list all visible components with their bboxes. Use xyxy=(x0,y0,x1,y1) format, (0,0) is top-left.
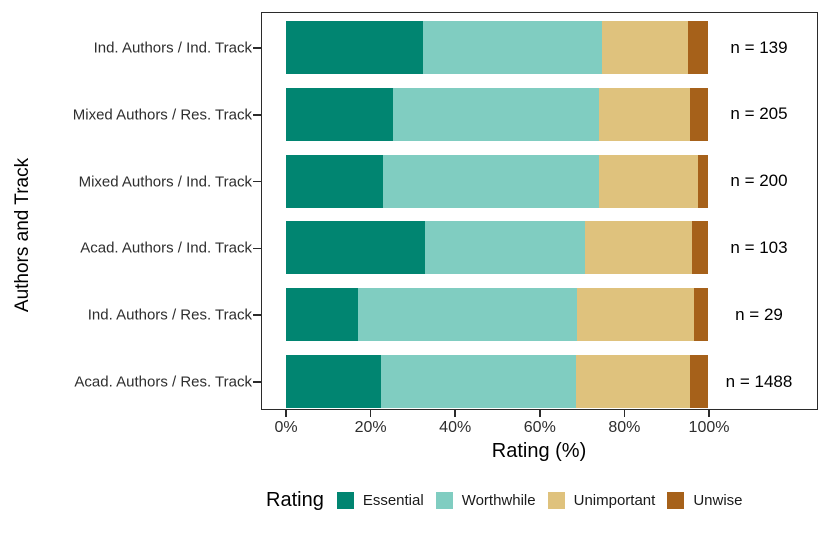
bar-segment-worthwhile xyxy=(382,154,599,208)
bar-segment-worthwhile xyxy=(425,221,586,275)
bar-segment-unwise xyxy=(697,154,709,208)
y-tick-mark xyxy=(253,47,261,49)
y-category-label: Acad. Authors / Ind. Track xyxy=(80,239,252,257)
x-tick-mark xyxy=(454,410,456,417)
x-tick-mark xyxy=(285,410,287,417)
n-count-label: n = 205 xyxy=(730,104,788,124)
bar-segment-unimportant xyxy=(598,154,698,208)
bar-segment-unimportant xyxy=(585,221,692,275)
bar-segment-unwise xyxy=(688,21,709,74)
bar-segment-essential xyxy=(285,288,359,342)
bar-segment-unwise xyxy=(690,355,709,408)
n-count-label: n = 200 xyxy=(730,171,788,191)
y-category-label: Ind. Authors / Res. Track xyxy=(87,306,252,324)
y-tick-mark xyxy=(253,314,261,316)
x-tick-mark xyxy=(708,410,710,417)
y-category-label: Mixed Authors / Res. Track xyxy=(72,106,252,124)
legend-label: Essential xyxy=(362,492,424,509)
legend-entry: Unwise xyxy=(667,492,743,509)
x-axis-title: Rating (%) xyxy=(491,440,587,462)
legend-entry: Unimportant xyxy=(547,492,656,509)
bar-row xyxy=(285,87,709,141)
bar-segment-essential xyxy=(285,221,426,275)
n-count-label: n = 1488 xyxy=(725,371,793,391)
n-count-label: n = 29 xyxy=(735,304,783,324)
n-count-label: n = 103 xyxy=(730,237,788,257)
legend-label: Unimportant xyxy=(573,492,656,509)
legend-swatch-unimportant xyxy=(547,492,565,509)
plot-panel: n = 139 n = 205 n = 200 n = 103 n = 29 n = 14… xyxy=(261,12,818,410)
y-tick-mark xyxy=(253,247,261,250)
bar-segment-essential xyxy=(285,154,383,208)
bar-segment-unwise xyxy=(691,221,709,275)
x-tick-mark xyxy=(623,410,626,417)
bar-segment-worthwhile xyxy=(392,87,600,141)
x-tick-label: 0% xyxy=(274,419,298,436)
bar-segment-unimportant xyxy=(601,21,689,74)
y-tick-mark xyxy=(253,381,261,383)
legend-swatch-unwise xyxy=(667,492,685,509)
bar-segment-worthwhile xyxy=(381,355,577,408)
bar-segment-essential xyxy=(285,87,393,141)
y-category-label: Ind. Authors / Ind. Track xyxy=(93,39,252,57)
legend-entry: Worthwhile xyxy=(435,492,536,509)
x-tick-label: 60% xyxy=(523,419,556,436)
y-category-label: Mixed Authors / Ind. Track xyxy=(78,173,252,191)
bar-segment-unwise xyxy=(693,288,709,342)
y-tick-mark xyxy=(253,114,261,116)
legend-entry: Essential xyxy=(336,492,424,509)
bar-row xyxy=(285,355,709,408)
bar-segment-worthwhile xyxy=(422,21,602,74)
n-count-label: n = 139 xyxy=(730,37,788,57)
legend: Rating Essential Worthwhile Unimportant Unw… xyxy=(266,489,755,512)
y-axis-title: Authors and Track xyxy=(12,157,33,313)
x-tick-label: 40% xyxy=(439,419,472,436)
bar-segment-unimportant xyxy=(576,288,694,342)
legend-title: Rating xyxy=(266,489,324,511)
bar-row xyxy=(285,221,709,275)
legend-label: Worthwhile xyxy=(461,492,536,509)
x-tick-label: 20% xyxy=(354,419,387,436)
bar-segment-unwise xyxy=(690,87,709,141)
y-tick-mark xyxy=(253,180,261,183)
y-category-label: Acad. Authors / Res. Track xyxy=(74,373,252,391)
bar-segment-worthwhile xyxy=(358,288,577,342)
x-tick-mark xyxy=(369,410,372,417)
bar-row xyxy=(285,154,709,208)
x-tick-mark xyxy=(539,410,541,417)
bar-row xyxy=(285,21,709,74)
legend-label: Unwise xyxy=(693,492,743,509)
bar-segment-unimportant xyxy=(576,355,691,408)
x-tick-label: 100% xyxy=(688,419,730,436)
x-tick-label: 80% xyxy=(608,419,641,436)
bar-segment-essential xyxy=(285,355,382,408)
bar-row xyxy=(285,288,709,342)
legend-swatch-worthwhile xyxy=(435,492,453,509)
bar-segment-essential xyxy=(285,21,423,74)
legend-swatch-essential xyxy=(336,492,354,509)
bar-segment-unimportant xyxy=(599,87,691,141)
